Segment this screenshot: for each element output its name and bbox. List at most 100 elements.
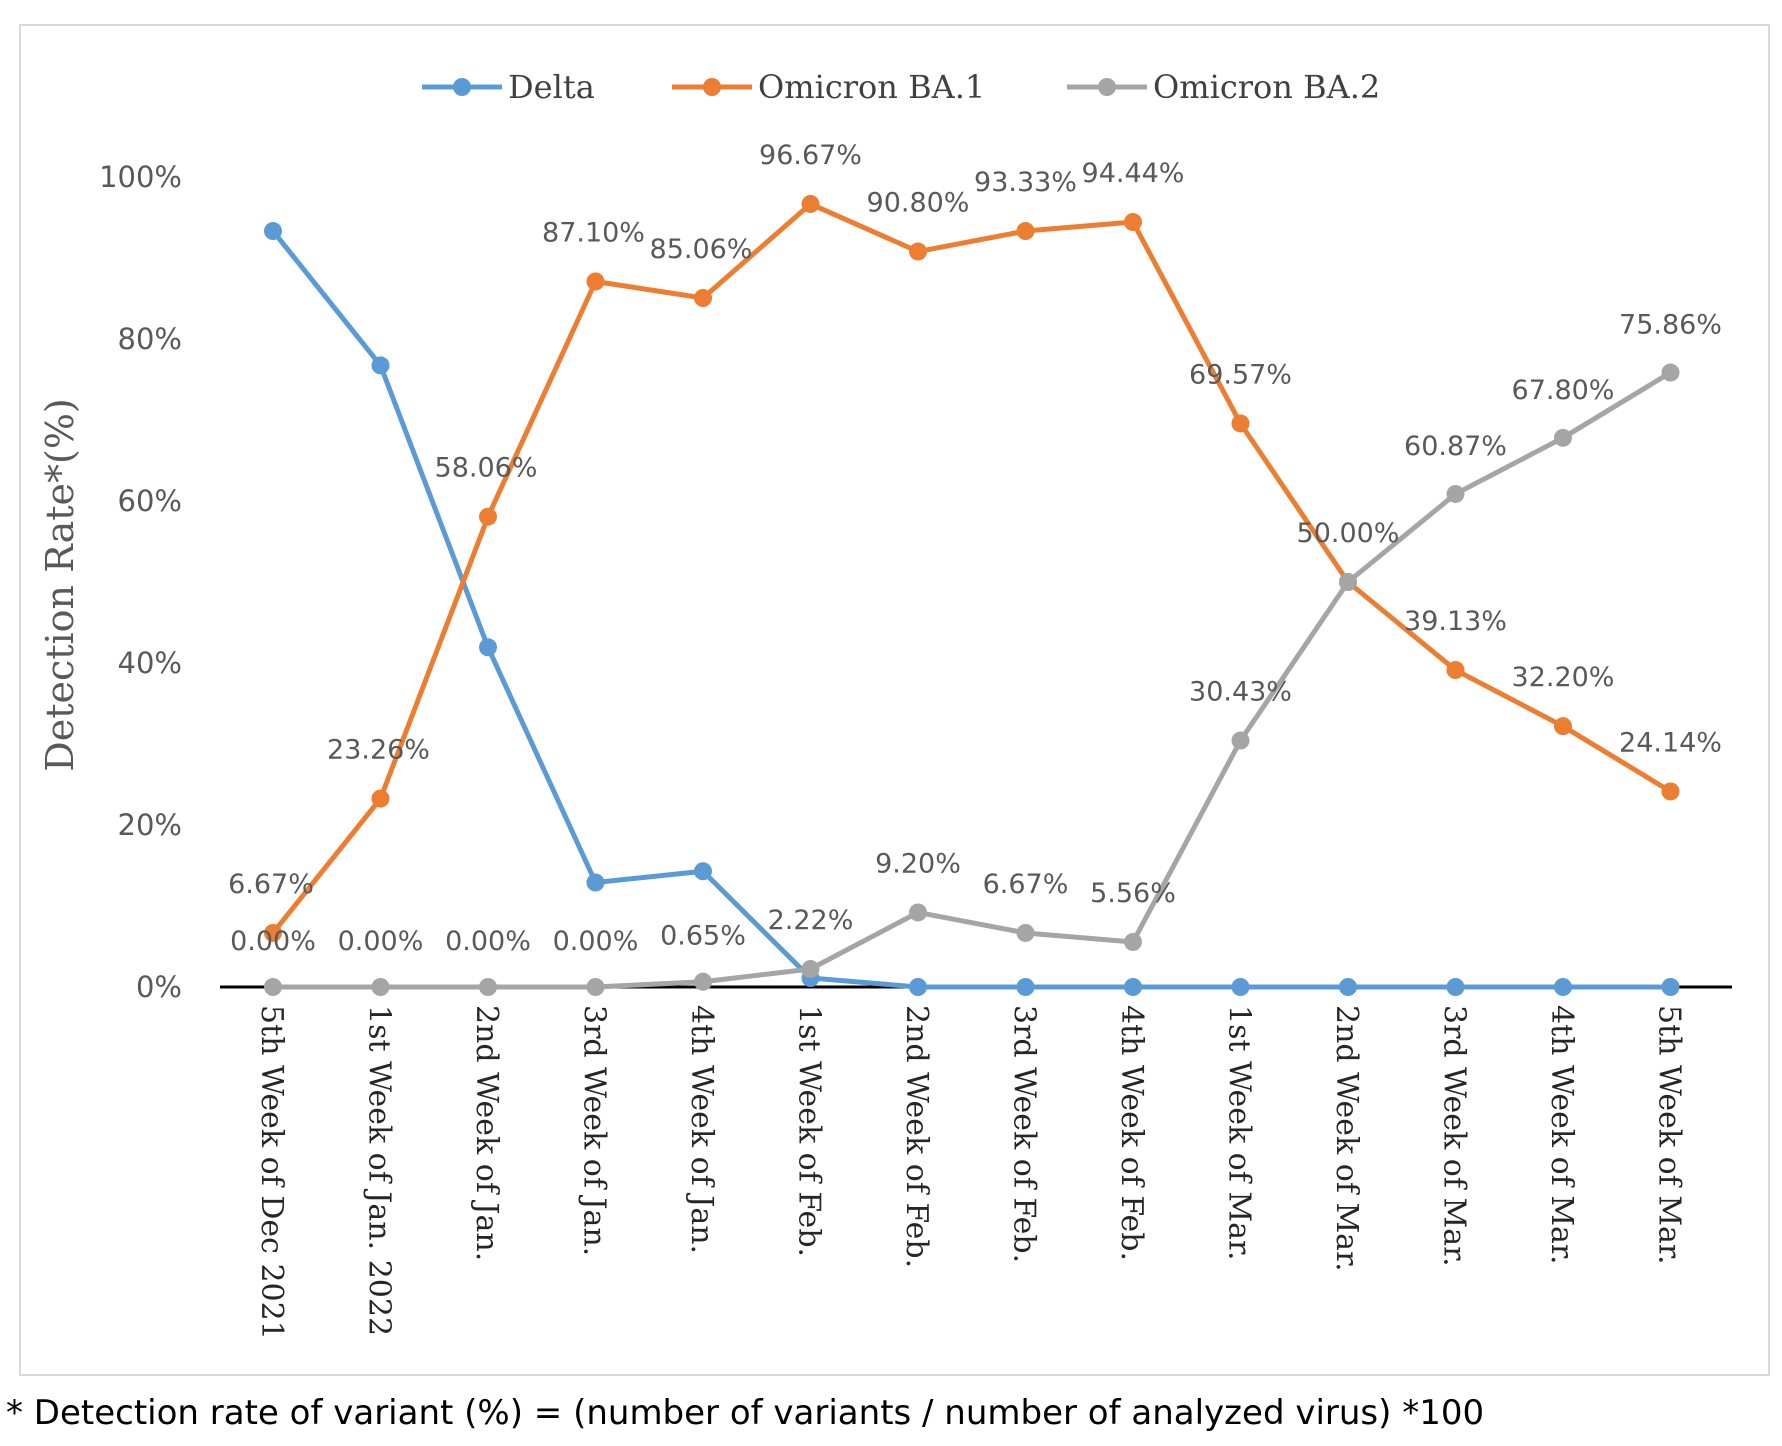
data-point — [694, 862, 712, 881]
x-tick-label: 5th Week of Mar. — [1652, 1005, 1687, 1265]
y-tick-label: 80% — [118, 322, 182, 356]
data-point — [1339, 573, 1357, 591]
data-label: 2.22% — [768, 905, 854, 936]
x-tick-label: 2nd Week of Mar. — [1329, 1005, 1364, 1272]
series-line-omicron-ba1 — [271, 201, 1672, 935]
line-chart: 0% 20% 40% 60% 80% 100% Detection Rate*(%) 5th … — [38, 68, 1732, 1340]
data-point — [1231, 731, 1250, 750]
data-point — [1554, 717, 1572, 736]
x-tick-label: 4th Week of Mar. — [1544, 1005, 1579, 1265]
data-label: 30.43% — [1189, 677, 1292, 708]
legend-swatch-marker — [1098, 78, 1116, 96]
data-label: 87.10% — [542, 217, 645, 248]
data-point — [1124, 213, 1142, 232]
data-point — [1446, 978, 1465, 996]
data-label: 58.06% — [435, 453, 538, 484]
legend-swatch-marker — [703, 78, 721, 96]
data-point — [909, 903, 927, 922]
x-tick-label: 2nd Week of Jan. — [469, 1005, 504, 1261]
data-label: 6.67% — [983, 869, 1069, 900]
data-point — [909, 978, 927, 996]
data-point — [1554, 428, 1572, 447]
data-point — [264, 923, 282, 942]
data-point — [1661, 363, 1680, 382]
data-label: 0.00% — [338, 926, 424, 957]
data-point — [371, 978, 390, 996]
data-label: 75.86% — [1619, 310, 1722, 341]
legend-swatch-marker — [453, 78, 471, 96]
data-point — [1231, 978, 1250, 996]
x-tick-label: 2nd Week of Feb. — [899, 1005, 934, 1268]
x-tick-label: 4th Week of Jan. — [684, 1005, 719, 1254]
y-tick-label: 0% — [136, 970, 182, 1004]
legend-entry: Omicron BA.1 — [758, 68, 985, 106]
x-tick-label: 1st Week of Jan. 2022 — [362, 1005, 397, 1336]
data-label: 0.65% — [660, 921, 746, 952]
data-point — [1016, 978, 1035, 996]
data-point — [1231, 414, 1250, 433]
data-point — [371, 789, 390, 808]
data-label: 32.20% — [1512, 662, 1615, 693]
data-label: 9.20% — [875, 848, 961, 879]
y-tick-label: 40% — [118, 646, 182, 680]
x-tick-label: 1st Week of Mar. — [1222, 1005, 1257, 1261]
data-label: 0.00% — [445, 926, 531, 957]
data-label: 90.80% — [867, 188, 970, 219]
x-tick-label: 3rd Week of Mar. — [1437, 1005, 1472, 1267]
data-label: 50.00% — [1297, 518, 1400, 549]
data-label: 0.00% — [230, 926, 316, 957]
x-tick-label: 3rd Week of Feb. — [1007, 1005, 1042, 1263]
data-label: 39.13% — [1404, 606, 1507, 637]
data-label: 23.26% — [327, 735, 430, 766]
x-tick-label: 4th Week of Feb. — [1114, 1005, 1149, 1261]
data-point — [801, 194, 820, 213]
data-label: 94.44% — [1082, 158, 1185, 189]
data-point — [1016, 923, 1035, 942]
data-label: 96.67% — [759, 140, 862, 171]
x-tick-label: 3rd Week of Jan. — [577, 1005, 612, 1256]
data-point — [1446, 484, 1465, 503]
y-tick-label: 60% — [118, 484, 182, 518]
data-point — [1661, 782, 1680, 801]
data-point — [264, 978, 282, 996]
data-point — [1446, 661, 1465, 680]
data-label: 85.06% — [650, 234, 753, 265]
data-point — [1554, 978, 1572, 996]
data-point — [586, 873, 605, 892]
data-label: 5.56% — [1090, 878, 1176, 909]
footnote: * Detection rate of variant (%) = (numbe… — [6, 1393, 1485, 1433]
series-line-omicron-ba2 — [273, 370, 1672, 990]
data-point — [264, 222, 282, 241]
data-label: 93.33% — [974, 167, 1077, 198]
data-point — [586, 272, 605, 291]
data-point — [479, 978, 497, 996]
data-point — [1016, 222, 1035, 241]
data-point — [694, 972, 712, 991]
data-point — [371, 356, 390, 375]
legend-entry: Delta — [508, 68, 595, 106]
data-point — [1124, 932, 1142, 951]
x-tick-label: 5th Week of Dec 2021 — [254, 1005, 289, 1340]
legend-entry: Omicron BA.2 — [1153, 68, 1380, 106]
data-label: 6.67% — [228, 869, 314, 900]
x-tick-label: 1st Week of Feb. — [792, 1005, 827, 1257]
data-label: 24.14% — [1619, 727, 1722, 758]
y-axis-title: Detection Rate*(%) — [38, 398, 82, 772]
data-point — [801, 960, 820, 979]
data-point — [479, 638, 497, 657]
y-tick-label: 100% — [99, 160, 182, 194]
chart-frame — [19, 24, 1770, 1376]
data-point — [1661, 978, 1680, 996]
data-label: 69.57% — [1189, 359, 1292, 390]
series-line-delta — [271, 229, 1671, 990]
data-point — [1339, 978, 1357, 996]
data-point — [479, 507, 497, 526]
data-label: 0.00% — [553, 926, 639, 957]
data-label: 60.87% — [1404, 431, 1507, 462]
data-point — [694, 289, 712, 308]
data-point — [586, 978, 605, 996]
data-point — [909, 242, 927, 261]
data-point — [1124, 978, 1142, 996]
y-tick-label: 20% — [118, 808, 182, 842]
data-label: 67.80% — [1512, 375, 1615, 406]
